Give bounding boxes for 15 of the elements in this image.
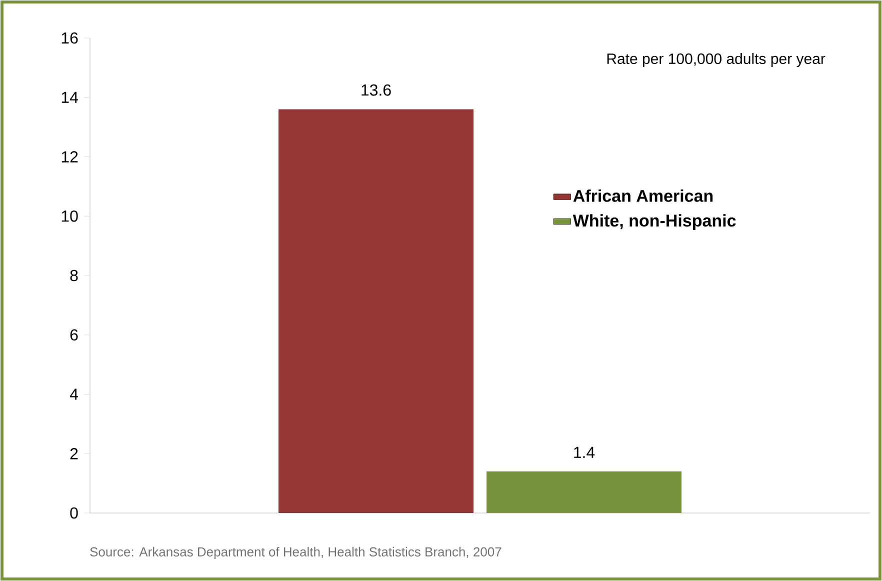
y-tick-label: 6 xyxy=(70,329,78,341)
legend-label: African American xyxy=(573,189,713,202)
y-tick-label: 16 xyxy=(62,32,78,44)
y-tick-label: 10 xyxy=(62,210,78,222)
y-tick-label: 12 xyxy=(62,151,78,162)
y-tick-label: 8 xyxy=(70,270,78,282)
data-label: 13.6 xyxy=(362,84,391,96)
text: Rate per 100,000 adults per year xyxy=(607,53,826,68)
source-note: Source: Arkansas Department of Health, Health Statistics Branch, 2007 xyxy=(90,546,502,560)
y-tick-label: 4 xyxy=(70,388,78,400)
y-tick-label: 0 xyxy=(70,507,78,519)
y-tick-label: 14 xyxy=(62,92,78,103)
legend-label: White, non-Hispanic xyxy=(572,214,736,230)
data-label: 1.4 xyxy=(574,446,595,458)
y-tick-label: 2 xyxy=(70,448,78,460)
